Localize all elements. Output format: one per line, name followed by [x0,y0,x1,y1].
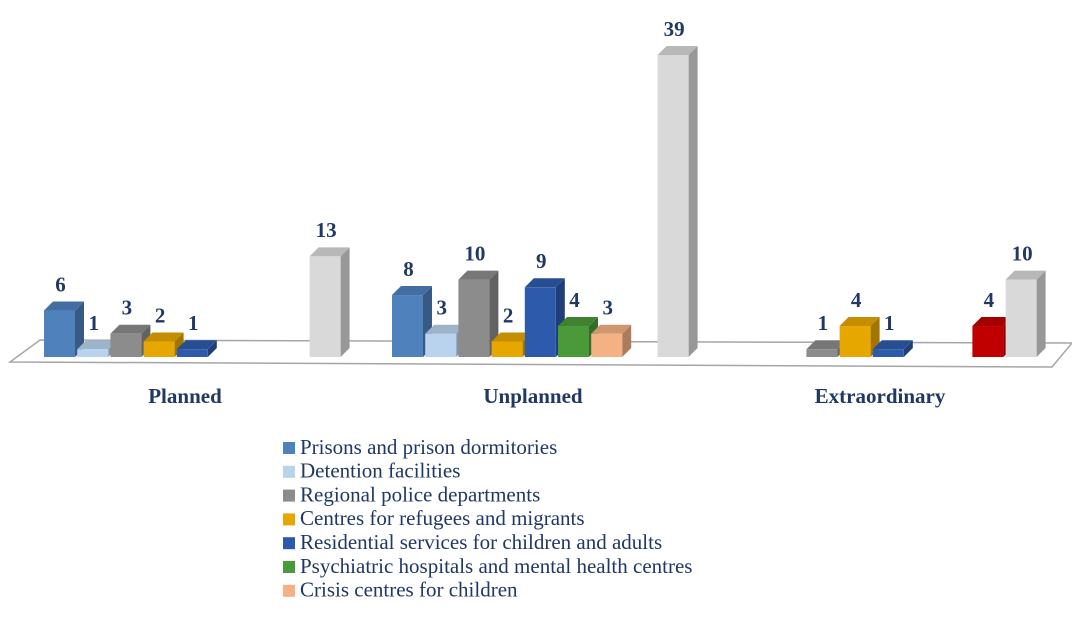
bar-top [524,278,565,288]
bar [872,349,904,357]
legend-swatch [283,442,295,454]
bar [524,287,556,357]
value-label: 4 [851,288,862,312]
value-label: 10 [464,241,485,265]
bar [1005,279,1037,357]
bar-side [75,301,84,357]
bar [392,295,423,357]
bar [110,333,142,357]
bar-top [425,324,466,334]
bar-top [176,340,217,350]
value-label: 1 [188,311,199,335]
legend-swatch [283,513,295,526]
value-label: 2 [155,303,166,327]
bar-side [622,324,632,357]
bar-top [491,332,532,342]
legend-swatch [283,465,295,478]
value-label: 8 [403,257,414,281]
bar-side [688,46,698,357]
value-label: 6 [55,272,66,296]
bar [491,341,523,357]
bar [77,349,109,357]
value-label: 3 [122,296,133,320]
bar [425,333,457,357]
legend-label: Prisons and prison dormitories [300,435,557,459]
category-label: Extraordinary [815,384,946,408]
bar-top [110,324,151,334]
bar [839,326,871,357]
bar-top [1005,270,1046,280]
legend-label: Crisis centres for children [300,578,518,602]
bar-top [972,317,1013,327]
bar-side [1036,270,1046,357]
bar [143,341,175,357]
bar [176,349,208,357]
bar-top [591,324,632,334]
legend-label: Residential services for children and ad… [300,530,662,554]
value-label: 9 [536,249,547,273]
bar [558,326,589,357]
bar-top [872,340,913,350]
bar-top [558,317,598,327]
bar-top [806,340,847,350]
value-label: 10 [1012,241,1033,265]
bar [806,349,838,357]
category-label: Unplanned [483,384,583,408]
legend-label: Psychiatric hospitals and mental health … [300,554,692,578]
legend-label: Detention facilities [300,459,460,483]
bar-top [309,247,350,257]
legend-label: Regional police departments [300,482,540,506]
value-label: 1 [88,311,99,335]
legend-swatch [283,489,295,502]
bar-top [392,286,432,296]
bar [458,279,490,357]
value-label: 1 [884,311,895,335]
value-label: 39 [664,17,685,41]
bar-top [44,301,84,311]
category-label: Planned [148,384,222,408]
bar [972,326,1004,357]
bar-top [839,317,880,327]
legend-label: Centres for refugees and migrants [300,506,585,530]
bar-top [657,46,698,55]
bar-side [903,340,913,357]
value-label: 4 [984,288,995,312]
bar [657,55,689,357]
bar-top [143,332,184,342]
bar-top [77,340,118,350]
value-label: 2 [503,303,514,327]
bar-top [458,270,499,280]
legend-swatch [283,561,295,573]
value-label: 1 [818,311,829,335]
value-label: 3 [602,296,613,320]
bar [591,333,623,357]
legend-swatch [283,537,295,550]
bar [44,310,75,357]
legend-swatch [283,584,295,597]
value-label: 4 [569,288,580,312]
bar [309,256,341,357]
value-label: 13 [316,218,337,242]
bar-side [489,270,499,357]
bar-side [340,247,350,357]
value-label: 3 [436,296,447,320]
bar-side [207,340,217,357]
